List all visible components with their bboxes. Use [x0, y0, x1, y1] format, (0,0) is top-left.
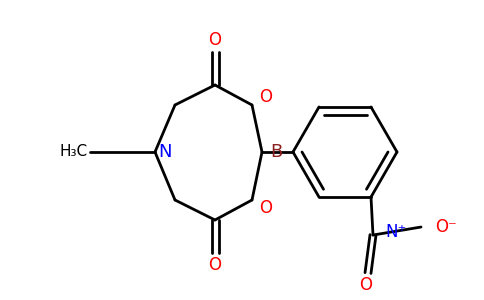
Text: O: O [209, 31, 222, 49]
Text: B: B [270, 143, 282, 161]
Text: O: O [360, 276, 373, 294]
Text: O⁻: O⁻ [435, 218, 457, 236]
Text: N: N [158, 143, 172, 161]
Text: O: O [209, 256, 222, 274]
Text: H₃C: H₃C [60, 145, 88, 160]
Text: N⁺: N⁺ [385, 223, 407, 241]
Text: O: O [259, 88, 272, 106]
Text: O: O [259, 199, 272, 217]
